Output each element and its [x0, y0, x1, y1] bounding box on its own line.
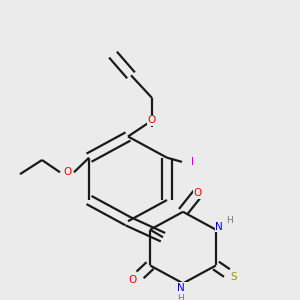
Text: H: H	[226, 216, 233, 225]
Text: O: O	[63, 167, 71, 177]
Text: I: I	[190, 157, 194, 167]
Text: O: O	[194, 188, 202, 198]
Text: O: O	[148, 116, 156, 125]
Text: S: S	[231, 272, 237, 282]
Text: H: H	[178, 294, 184, 300]
Text: N: N	[177, 283, 185, 293]
Text: N: N	[215, 222, 223, 232]
Text: O: O	[128, 274, 136, 285]
